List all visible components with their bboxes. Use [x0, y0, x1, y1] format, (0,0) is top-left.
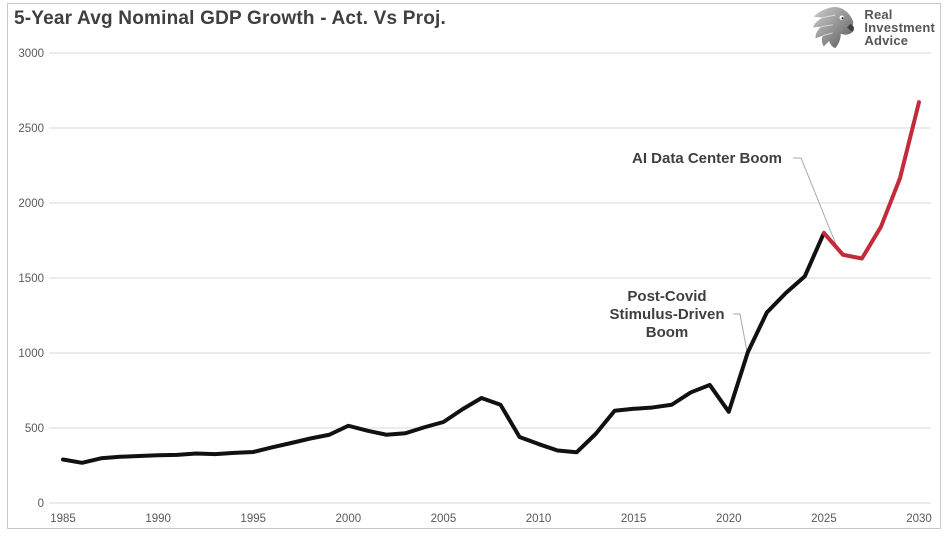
actual-series-line — [61, 231, 826, 465]
x-tick-label: 1990 — [145, 513, 171, 525]
annotation-callout-line-ai-data-center-boom — [793, 157, 838, 248]
x-tick-label: 1985 — [50, 513, 76, 525]
logo-text-line-2: Investment — [864, 20, 935, 35]
x-tick-label: 2015 — [621, 513, 647, 525]
logo-text-line-1: Real — [864, 7, 893, 22]
logo-text-line-3: Advice — [864, 33, 909, 48]
annotation-text-post-covid-stimulus-boom: Stimulus-Driven — [609, 306, 724, 323]
brand-logo-text: Real Investment Advice — [864, 8, 935, 47]
x-tick-label: 2025 — [811, 513, 837, 525]
y-tick-label: 3000 — [18, 48, 44, 60]
x-tick-label: 2005 — [431, 513, 457, 525]
y-tick-label: 1500 — [18, 273, 44, 285]
x-tick-label: 1995 — [240, 513, 266, 525]
chart-panel — [7, 3, 941, 529]
y-tick-label: 2500 — [18, 123, 44, 135]
chart-title: 5-Year Avg Nominal GDP Growth - Act. Vs … — [14, 8, 447, 29]
annotation-text-post-covid-stimulus-boom: Boom — [646, 324, 689, 341]
projected-series-line — [821, 100, 921, 261]
x-tick-label: 2020 — [716, 513, 742, 525]
y-tick-label: 1000 — [18, 348, 44, 360]
eagle-logo-icon — [813, 6, 855, 49]
x-tick-label: 2030 — [906, 513, 932, 525]
y-tick-label: 2000 — [18, 198, 44, 210]
annotation-text-ai-data-center-boom: AI Data Center Boom — [632, 150, 782, 167]
x-tick-label: 2010 — [526, 513, 552, 525]
y-tick-label: 500 — [25, 423, 44, 435]
annotation-callout-line-post-covid-stimulus-boom — [733, 313, 749, 358]
x-tick-label: 2000 — [336, 513, 362, 525]
annotation-text-post-covid-stimulus-boom: Post-Covid — [627, 288, 706, 305]
brand-logo: Real Investment Advice — [811, 6, 935, 49]
y-tick-label: 0 — [38, 498, 44, 510]
